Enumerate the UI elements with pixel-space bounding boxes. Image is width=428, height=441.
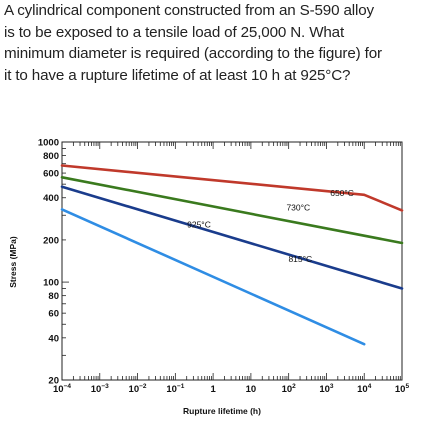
series-line-650 — [60, 164, 404, 212]
question-text: A cylindrical component constructed from… — [4, 0, 426, 86]
series-label-815: 815°C — [288, 254, 312, 264]
x-tick-label: 10−3 — [91, 383, 109, 395]
x-tick-label: 10−2 — [129, 383, 147, 395]
y-tick-label: 1000 — [38, 138, 59, 149]
y-tick-label: 600 — [43, 169, 59, 180]
x-tick-label: 105 — [395, 383, 410, 395]
question-line: it to have a rupture lifetime of at leas… — [4, 66, 351, 84]
x-tick-label: 1 — [210, 384, 216, 395]
x-tick-label: 10−1 — [166, 383, 184, 395]
minor-ticks — [72, 142, 401, 380]
tick-labels: 10−4 10−3 10−2 10−1 1 10 102 103 104 105 20 40 60 80 1… — [38, 138, 410, 396]
series-line-730 — [60, 175, 404, 245]
plot-frame — [61, 141, 403, 381]
y-tick-label: 200 — [43, 235, 59, 246]
series-label-925: 925°C — [187, 220, 211, 230]
x-tick-label: 10 — [246, 384, 257, 395]
question-line: minimum diameter is required (according … — [4, 45, 382, 62]
y-tick-label: 400 — [43, 193, 59, 204]
y-tick-label: 100 — [43, 278, 59, 289]
series-layer — [60, 164, 404, 346]
x-tick-label: 10−4 — [53, 383, 71, 395]
y-tick-label: 60 — [48, 309, 59, 320]
y-tick-label: 20 — [48, 376, 59, 387]
question-line: is to be exposed to a tensile load of 25… — [4, 23, 345, 41]
y-axis-title: Stress (MPa) — [8, 236, 18, 288]
question-line: A cylindrical component constructed from… — [4, 2, 374, 19]
series-line-815 — [60, 185, 404, 290]
series-line-925 — [60, 208, 366, 346]
major-ticks — [61, 141, 365, 381]
series-label-730: 730°C — [286, 202, 310, 212]
y-tick-label: 80 — [48, 291, 59, 302]
y-tick-label: 800 — [43, 151, 59, 162]
series-label-650: 650°C — [330, 188, 354, 198]
x-axis-title: Rupture lifetime (h) — [183, 406, 261, 416]
x-tick-label: 103 — [319, 383, 334, 395]
x-tick-label: 102 — [282, 383, 297, 395]
y-tick-label: 40 — [48, 333, 59, 344]
stress-rupture-chart: 10−4 10−3 10−2 10−1 1 10 102 103 104 105 20 40 60 80 1… — [8, 138, 410, 417]
x-tick-label: 104 — [357, 383, 372, 395]
series-labels: 650°C 730°C 815°C 925°C — [187, 188, 354, 264]
